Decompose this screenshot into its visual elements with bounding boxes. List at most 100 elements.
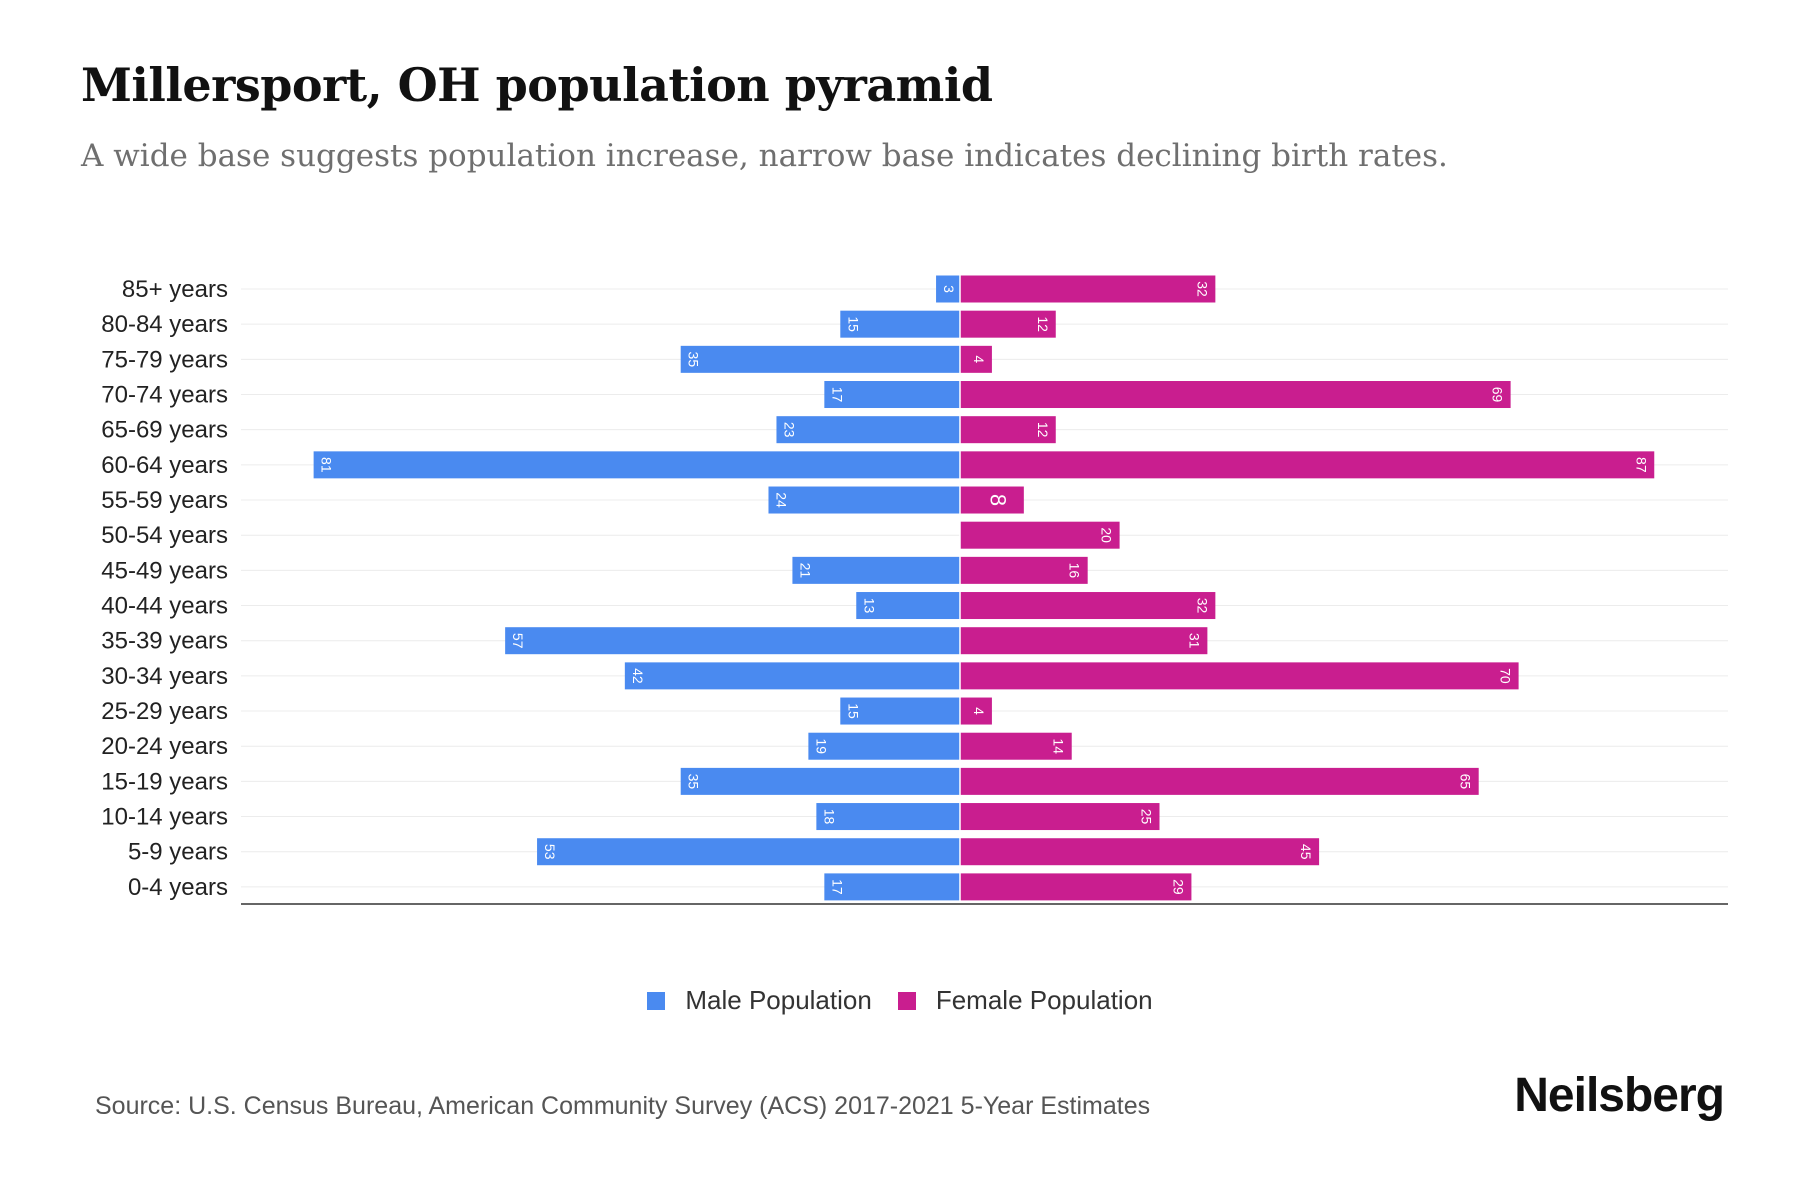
- female-bar-label: 20: [1099, 527, 1115, 543]
- female-bar[interactable]: [960, 592, 1216, 620]
- female-bar-label: 32: [1194, 281, 1210, 297]
- male-bar[interactable]: [776, 416, 960, 444]
- male-bar-label: 21: [797, 563, 813, 579]
- category-label: 50-54 years: [101, 522, 228, 549]
- female-bar[interactable]: [960, 873, 1192, 901]
- male-bar[interactable]: [680, 767, 960, 795]
- female-bar-label: 45: [1298, 844, 1314, 860]
- female-bar[interactable]: [960, 345, 992, 373]
- male-bar-label: 3: [941, 285, 957, 293]
- male-bar[interactable]: [856, 592, 960, 620]
- male-bar[interactable]: [840, 310, 960, 338]
- male-bar-label: 13: [861, 598, 877, 614]
- category-label: 85+ years: [122, 276, 228, 303]
- female-bar-label: 4: [971, 355, 987, 363]
- male-bar[interactable]: [624, 662, 960, 690]
- female-bar-label: 12: [1035, 422, 1051, 438]
- male-bar-label: 53: [542, 844, 558, 860]
- female-swatch-icon: [897, 991, 916, 1010]
- female-bar[interactable]: [960, 416, 1056, 444]
- male-bar-label: 18: [821, 809, 837, 825]
- female-bar-label: 69: [1490, 387, 1506, 403]
- male-bar[interactable]: [808, 732, 960, 760]
- category-label: 40-44 years: [101, 593, 228, 620]
- male-swatch-icon: [647, 991, 666, 1010]
- category-label: 75-79 years: [101, 346, 228, 373]
- legend-label-female: Female Population: [935, 985, 1153, 1015]
- legend-item-male[interactable]: Male Population: [647, 985, 872, 1016]
- category-label: 55-59 years: [101, 487, 228, 514]
- female-bar[interactable]: [960, 381, 1511, 409]
- female-bar-label: 4: [971, 707, 987, 715]
- male-bar[interactable]: [768, 486, 960, 514]
- bars: 3 32 15 12 35 4 17 69 23 12 81 87 24 8 20 21 16 13 32 57 31 4…: [313, 275, 1655, 904]
- male-bar-label: 42: [630, 668, 646, 684]
- female-bar[interactable]: [960, 732, 1072, 760]
- male-bar[interactable]: [505, 627, 960, 655]
- male-bar-label: 24: [773, 492, 789, 508]
- legend: Male Population Female Population: [0, 985, 1800, 1016]
- category-label: 45-49 years: [101, 557, 228, 584]
- legend-label-male: Male Population: [685, 985, 872, 1015]
- female-bar[interactable]: [960, 627, 1208, 655]
- chart-subtitle: A wide base suggests population increase…: [81, 138, 1448, 174]
- female-bar[interactable]: [960, 451, 1655, 479]
- male-bar[interactable]: [824, 381, 960, 409]
- female-bar[interactable]: [960, 697, 992, 725]
- female-bar-label: 87: [1633, 457, 1649, 473]
- female-bar[interactable]: [960, 556, 1088, 584]
- category-label: 60-64 years: [101, 452, 228, 479]
- female-bar[interactable]: [960, 803, 1160, 831]
- category-label: 0-4 years: [128, 874, 228, 901]
- female-bar-label: 16: [1067, 563, 1083, 579]
- female-bar[interactable]: [960, 310, 1056, 338]
- male-bar[interactable]: [680, 345, 960, 373]
- male-bar-label: 57: [510, 633, 526, 649]
- female-bar-label: 8: [985, 494, 1010, 506]
- female-bar[interactable]: [960, 521, 1120, 549]
- category-label: 30-34 years: [101, 663, 228, 690]
- female-bar[interactable]: [960, 486, 1024, 514]
- female-bar-label: 25: [1139, 809, 1155, 825]
- male-bar[interactable]: [537, 838, 960, 866]
- female-bar-label: 32: [1194, 598, 1210, 614]
- male-bar[interactable]: [936, 275, 960, 303]
- male-bar[interactable]: [792, 556, 960, 584]
- female-bar-label: 14: [1051, 738, 1067, 754]
- female-bar[interactable]: [960, 767, 1479, 795]
- source-note: Source: U.S. Census Bureau, American Com…: [95, 1092, 1151, 1120]
- male-bar-label: 19: [813, 738, 829, 754]
- female-bar-label: 12: [1035, 316, 1051, 332]
- male-bar[interactable]: [840, 697, 960, 725]
- male-bar[interactable]: [816, 803, 960, 831]
- category-label: 20-24 years: [101, 733, 228, 760]
- category-label: 35-39 years: [101, 628, 228, 655]
- female-bar[interactable]: [960, 662, 1519, 690]
- male-bar-label: 15: [845, 703, 861, 719]
- legend-item-female[interactable]: Female Population: [897, 985, 1153, 1016]
- male-bar-label: 35: [686, 352, 702, 368]
- category-label: 25-29 years: [101, 698, 228, 725]
- female-bar[interactable]: [960, 838, 1320, 866]
- category-labels: 85+ years 80-84 years 75-79 years 70-74 yea…: [101, 276, 228, 901]
- brand-logo: Neilsberg: [1514, 1069, 1725, 1122]
- chart-title: Millersport, OH population pyramid: [81, 58, 993, 112]
- category-label: 70-74 years: [101, 382, 228, 409]
- male-bar-label: 81: [319, 457, 335, 473]
- female-bar[interactable]: [960, 275, 1216, 303]
- male-bar-label: 15: [845, 316, 861, 332]
- male-bar-label: 17: [829, 387, 845, 403]
- male-bar[interactable]: [313, 451, 960, 479]
- male-bar-label: 23: [781, 422, 797, 438]
- population-pyramid-chart: 3 32 15 12 35 4 17 69 23 12 81 87 24 8 20 21 16 13 32 57 31 4…: [101, 275, 1728, 905]
- category-label: 10-14 years: [101, 804, 228, 831]
- gridlines: [241, 288, 1728, 888]
- category-label: 80-84 years: [101, 311, 228, 338]
- female-bar-label: 70: [1498, 668, 1514, 684]
- female-bar-label: 65: [1458, 774, 1474, 790]
- category-label: 65-69 years: [101, 417, 228, 444]
- male-bar-label: 35: [686, 774, 702, 790]
- male-bar-label: 17: [829, 879, 845, 895]
- male-bar[interactable]: [824, 873, 960, 901]
- female-bar-label: 31: [1186, 633, 1202, 649]
